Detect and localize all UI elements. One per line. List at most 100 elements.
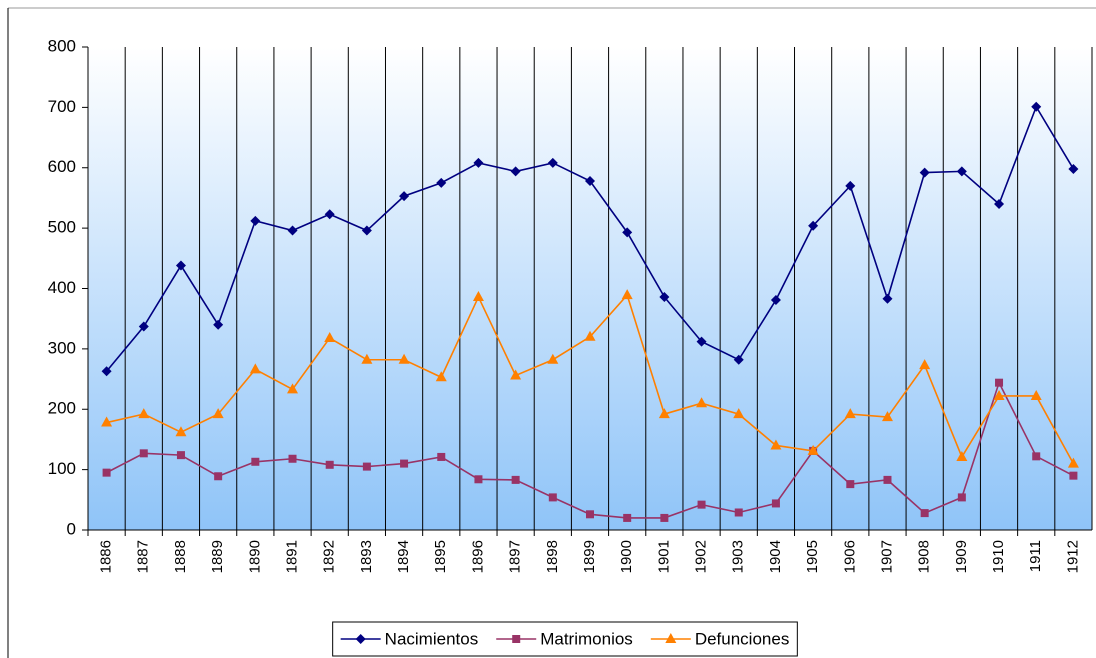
y-tick-label: 200	[48, 399, 76, 418]
data-point	[1068, 163, 1079, 174]
x-tick-label: 1886	[98, 540, 115, 573]
legend-marker	[355, 634, 366, 644]
y-tick-label: 800	[48, 36, 76, 55]
data-point	[1030, 389, 1042, 400]
data-point	[251, 457, 260, 466]
data-point	[956, 450, 968, 461]
x-tick-label: 1902	[693, 540, 710, 573]
data-point	[697, 500, 706, 509]
data-point	[212, 408, 224, 419]
data-point	[547, 157, 558, 168]
data-point	[400, 459, 409, 468]
data-point	[472, 290, 484, 301]
data-point	[474, 475, 483, 484]
data-point	[956, 166, 967, 177]
legend-box	[332, 621, 798, 657]
x-tick-label: 1897	[507, 540, 524, 573]
data-point	[138, 408, 150, 419]
data-point	[995, 378, 1004, 387]
x-tick-label: 1907	[878, 540, 895, 573]
data-point	[139, 449, 148, 458]
data-point	[547, 353, 559, 364]
legend-label: Nacimientos	[385, 629, 479, 648]
y-tick-label: 0	[67, 519, 76, 538]
data-point	[101, 416, 113, 427]
x-tick-label: 1895	[432, 540, 449, 573]
data-point	[771, 499, 780, 508]
data-point	[584, 330, 596, 341]
data-point	[994, 198, 1005, 209]
data-point	[770, 294, 781, 305]
x-tick-label: 1890	[246, 540, 263, 573]
x-tick-label: 1894	[395, 540, 412, 573]
data-point	[102, 468, 111, 477]
legend-item: Matrimonios	[496, 629, 633, 648]
data-point	[846, 480, 855, 489]
y-tick-label: 300	[48, 338, 76, 357]
data-point	[1069, 471, 1078, 480]
x-tick-label: 1891	[283, 540, 300, 573]
data-point	[696, 397, 708, 408]
data-point	[325, 460, 334, 469]
data-point	[250, 215, 261, 226]
data-point	[287, 383, 299, 394]
x-tick-label: 1893	[358, 540, 375, 573]
legend-marker	[665, 633, 677, 643]
data-point	[622, 227, 633, 238]
x-tick-label: 1909	[953, 540, 970, 573]
data-point	[101, 366, 112, 377]
data-point	[883, 475, 892, 484]
data-point	[138, 321, 149, 332]
data-point	[1032, 452, 1041, 461]
data-point	[399, 191, 410, 202]
y-tick-label: 400	[48, 278, 76, 297]
data-point	[473, 157, 484, 168]
data-point	[845, 180, 856, 191]
x-tick-label: 1899	[581, 540, 598, 573]
x-tick-label: 1898	[544, 540, 561, 573]
data-point	[1031, 101, 1042, 112]
data-point	[920, 509, 929, 518]
data-point	[287, 225, 298, 236]
data-point	[175, 426, 187, 437]
data-point	[660, 513, 669, 522]
x-tick-label: 1896	[469, 540, 486, 573]
x-tick-label: 1908	[916, 540, 933, 573]
data-point	[585, 176, 595, 187]
legend-item: Defunciones	[650, 629, 789, 648]
data-point	[696, 336, 707, 347]
data-point	[919, 359, 931, 370]
legend-marker	[512, 635, 521, 643]
data-point	[510, 369, 522, 380]
x-tick-label: 1889	[209, 540, 226, 573]
x-tick-label: 1910	[990, 540, 1007, 573]
data-point	[919, 167, 930, 178]
data-point	[435, 371, 447, 382]
data-point	[881, 411, 893, 422]
x-tick-label: 1905	[804, 540, 821, 573]
data-point	[249, 363, 261, 374]
legend-label: Matrimonios	[540, 629, 633, 648]
x-tick-label: 1887	[135, 540, 152, 573]
data-point	[398, 353, 410, 364]
x-tick-label: 1906	[841, 540, 858, 573]
data-point	[288, 454, 297, 463]
data-point	[510, 166, 521, 177]
y-tick-label: 700	[48, 97, 76, 116]
x-tick-label: 1903	[730, 540, 747, 573]
data-point	[511, 475, 520, 484]
y-tick-label: 500	[48, 218, 76, 237]
x-tick-label: 1888	[172, 540, 189, 573]
x-tick-label: 1892	[321, 540, 338, 573]
legend-item: Nacimientos	[340, 629, 479, 648]
plot-area	[88, 47, 1092, 530]
y-tick-label: 100	[48, 459, 76, 478]
data-point	[733, 354, 744, 365]
data-point	[548, 493, 557, 502]
data-point	[1067, 457, 1079, 468]
data-point	[361, 225, 372, 236]
data-point	[176, 451, 185, 460]
data-point	[770, 439, 782, 450]
data-point	[586, 510, 594, 519]
